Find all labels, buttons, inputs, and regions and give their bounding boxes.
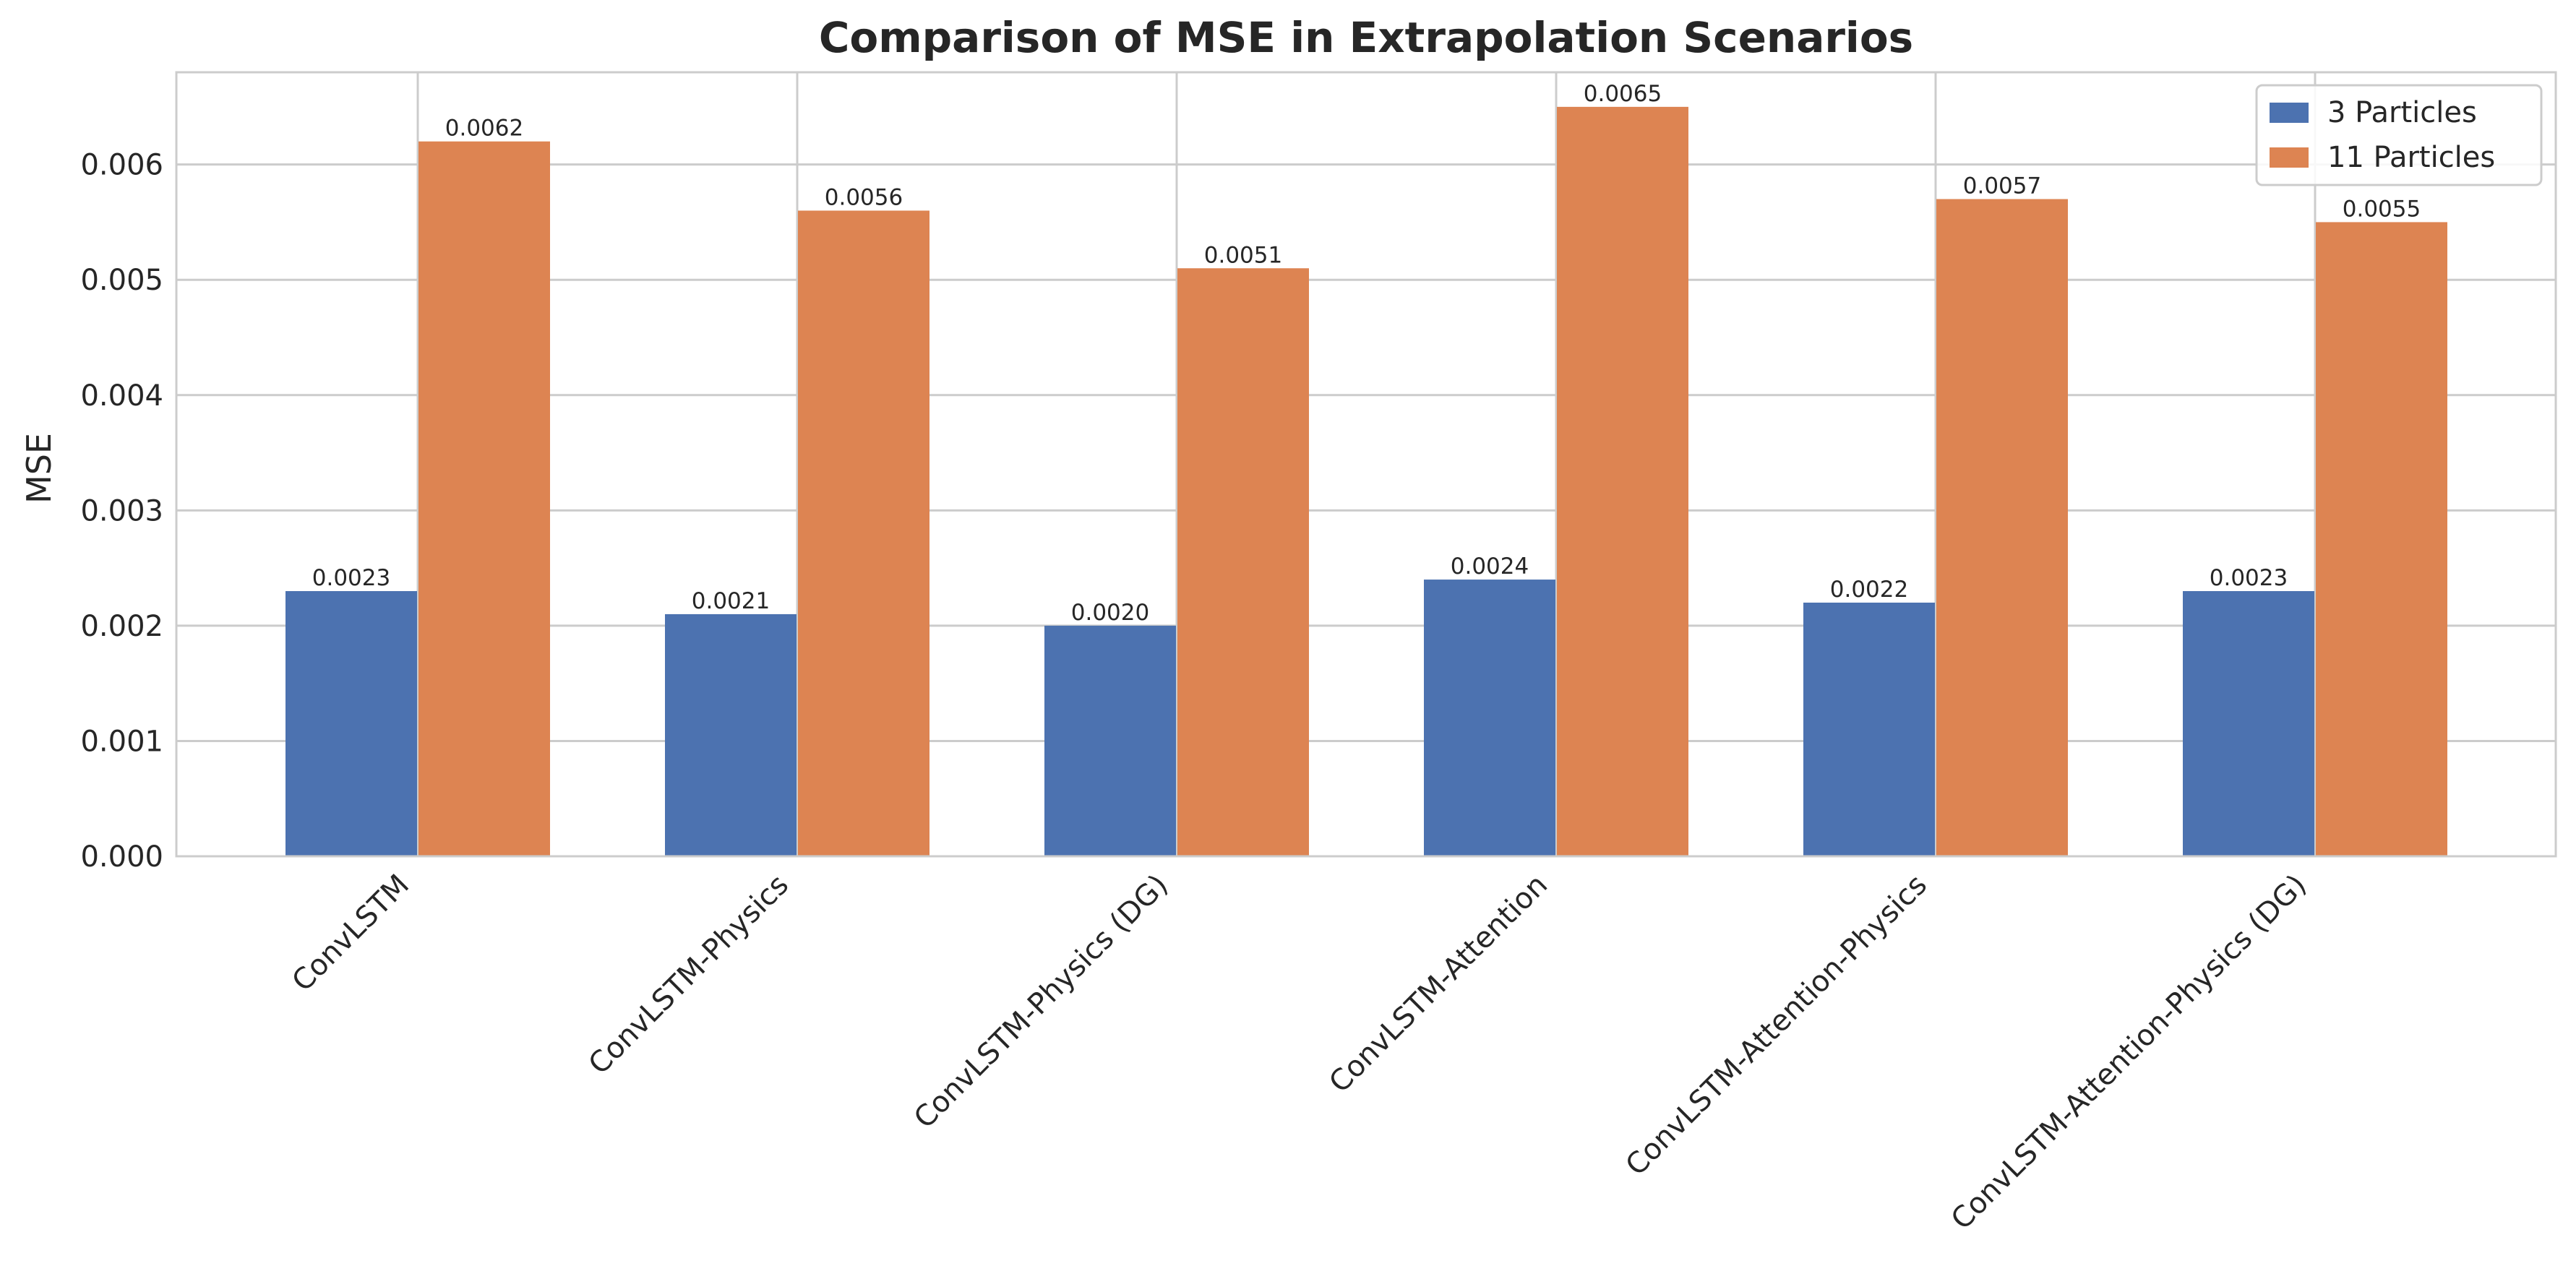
bar-series-2: [1936, 199, 2068, 856]
x-tick-label: ConvLSTM-Physics: [583, 869, 795, 1081]
bar-series-1: [1044, 625, 1176, 856]
y-tick-label: 0.004: [80, 379, 163, 413]
bar-series-1: [2183, 591, 2314, 856]
bar-series-1: [665, 613, 797, 856]
y-tick-label: 0.000: [80, 840, 163, 874]
x-tick-label: ConvLSTM-Physics (DG): [908, 869, 1175, 1135]
y-tick-label: 0.003: [80, 494, 163, 527]
bars: [285, 106, 2447, 856]
y-axis-label: MSE: [20, 433, 59, 504]
y-axis-ticks: 0.000 0.001 0.002 0.003 0.004 0.005 0.006: [80, 149, 163, 874]
data-label: 0.0023: [2210, 565, 2288, 591]
data-label: 0.0022: [1830, 577, 1908, 603]
legend: 3 Particles 11 Particles: [2255, 84, 2543, 186]
bar-series-2: [1177, 268, 1309, 856]
data-label: 0.0020: [1071, 600, 1149, 626]
legend-swatch: [2270, 147, 2309, 168]
x-axis-ticks: ConvLSTM ConvLSTM-Physics ConvLSTM-Physics…: [285, 869, 2313, 1236]
data-label: 0.0065: [1584, 81, 1662, 107]
data-label: 0.0055: [2343, 196, 2421, 222]
chart-title: Comparison of MSE in Extrapolation Scena…: [819, 13, 1913, 62]
legend-swatch: [2270, 103, 2309, 123]
data-label: 0.0062: [445, 116, 523, 142]
legend-entry: 11 Particles: [2327, 141, 2495, 174]
y-tick-label: 0.006: [80, 149, 163, 182]
bar-series-1: [1803, 602, 1935, 856]
data-label: 0.0021: [692, 588, 770, 614]
plot-frame: [175, 71, 2557, 858]
data-label: 0.0023: [312, 565, 390, 591]
bar-series-1: [1424, 580, 1555, 856]
x-tick-label: ConvLSTM-Attention-Physics: [1619, 869, 1933, 1183]
bar-series-1: [285, 591, 417, 856]
bar-series-2: [798, 210, 929, 856]
grid-lines: [176, 72, 2556, 858]
data-labels: 0.0023 0.0021 0.0020 0.0024 0.0022 0.0023 0.00…: [312, 81, 2421, 626]
legend-entry: 3 Particles: [2327, 96, 2477, 129]
legend-box: [2255, 84, 2543, 186]
bar-series-2: [418, 141, 550, 856]
data-label: 0.0051: [1204, 242, 1282, 268]
data-label: 0.0024: [1451, 554, 1529, 580]
x-tick-label: ConvLSTM: [285, 869, 416, 999]
x-tick-label: ConvLSTM-Attention: [1323, 869, 1554, 1100]
y-tick-label: 0.001: [80, 725, 163, 758]
bar-series-2: [2316, 222, 2447, 856]
y-tick-label: 0.002: [80, 610, 163, 643]
x-tick-label: ConvLSTM-Attention-Physics (DG): [1945, 869, 2313, 1236]
y-tick-label: 0.005: [80, 264, 163, 297]
data-label: 0.0057: [1963, 173, 2041, 199]
bar-series-2: [1557, 106, 1688, 856]
data-label: 0.0056: [825, 184, 903, 210]
